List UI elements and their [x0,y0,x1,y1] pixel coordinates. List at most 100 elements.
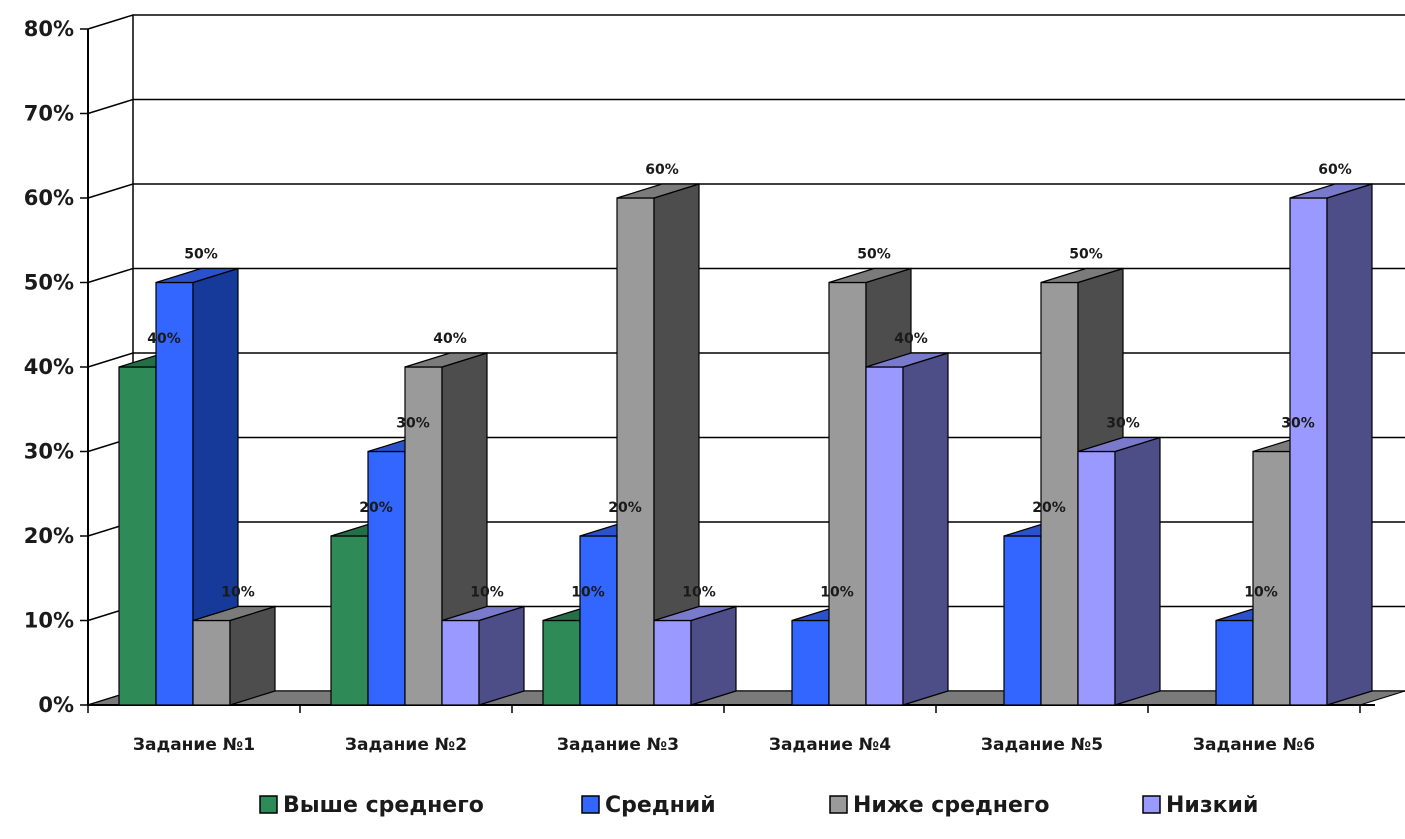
y-tick-label: 40% [24,355,74,379]
bar [653,605,737,706]
bar [155,267,239,706]
gridlines [87,14,1405,706]
legend-swatch [1142,795,1161,814]
bar-top [192,605,276,622]
gridline [87,14,1405,30]
x-category-label: Задание №5 [981,735,1103,755]
data-label: 10% [682,585,716,601]
y-tick-label: 50% [24,271,74,295]
legend-label: Выше среднего [283,793,484,818]
legend-label: Низкий [1166,793,1258,818]
data-label: 20% [1032,500,1066,516]
bar-top [441,605,525,622]
gridline [87,605,1405,622]
data-label: 50% [1069,247,1103,263]
data-label: 10% [221,585,255,601]
bar-top [1077,436,1161,453]
bar-top [616,183,700,199]
x-category-label: Задание №4 [769,735,891,755]
x-category-label: Задание №6 [1193,735,1315,755]
bar-front [118,366,157,706]
bar-front [616,197,655,706]
data-labels: 40% 50% 10% 20% 30% 40% 10% 10% 20% 60% 10% 10% 50% 4… [147,162,1352,601]
y-tick-label: 30% [24,440,74,464]
bar-front [441,619,480,706]
data-label: 30% [1281,416,1315,432]
bar-front [404,366,443,706]
data-label: 10% [470,585,504,601]
bar-front [155,281,194,706]
legend-swatch [829,795,848,814]
bar-front [1077,450,1116,706]
legend-label: Ниже среднего [853,793,1050,818]
chart-floor [87,690,1405,706]
x-category-label: Задание №1 [133,735,255,755]
bar-front [1289,197,1328,706]
bar-side [478,605,525,706]
bar [616,183,700,706]
bar-front [791,619,830,706]
gridline [87,267,1405,284]
gridline [87,436,1405,453]
bar-side [229,605,276,706]
bar-front [865,366,904,706]
bar-front [1040,281,1079,706]
bar-front [579,535,618,706]
bar-top [1289,183,1373,199]
bar [1077,436,1161,706]
data-label: 10% [1244,585,1278,601]
bar-top [1040,267,1124,284]
y-tick-label: 20% [24,524,74,548]
bar-side [1114,436,1161,706]
bar-front [192,619,231,706]
data-label: 60% [645,162,679,178]
bar-side [1326,183,1373,706]
y-tick-label: 60% [24,186,74,210]
data-label: 40% [433,331,467,347]
data-label: 10% [820,585,854,601]
gridline [87,183,1405,199]
data-label: 30% [396,416,430,432]
bar-front [1003,535,1042,706]
x-category-label: Задание №2 [345,735,467,755]
y-tick-label: 70% [24,102,74,126]
bar-front [1252,450,1291,706]
bar [865,352,949,706]
data-label: 60% [1318,162,1352,178]
data-label: 40% [894,331,928,347]
bar-side [902,352,949,706]
bar-top [155,267,239,284]
data-label: 10% [571,585,605,601]
bar-top [653,605,737,622]
data-label: 20% [608,500,642,516]
legend-swatch [581,795,600,814]
bar-front [367,450,406,706]
y-tick-label: 80% [24,17,74,41]
bar-top [828,267,912,284]
y-tick-label: 0% [38,693,74,717]
legend: Выше среднего Средний Ниже среднего Низкий [259,793,1258,818]
data-label: 50% [184,247,218,263]
bar-front [828,281,867,706]
bar-front [330,535,369,706]
data-label: 20% [359,500,393,516]
gridline [87,98,1405,115]
bar-front [1215,619,1254,706]
gridline [87,521,1405,537]
bar [1289,183,1373,706]
bar-top [865,352,949,368]
data-label: 50% [857,247,891,263]
legend-label: Средний [605,793,716,818]
data-label: 30% [1106,416,1140,432]
legend-swatch [259,795,278,814]
bar [441,605,525,706]
y-tick-label: 10% [24,609,74,633]
bar-front [653,619,692,706]
bar-top [404,352,488,368]
bar [192,605,276,706]
gridline [87,352,1405,368]
data-label: 40% [147,331,181,347]
bar-front [542,619,581,706]
bar-side [690,605,737,706]
